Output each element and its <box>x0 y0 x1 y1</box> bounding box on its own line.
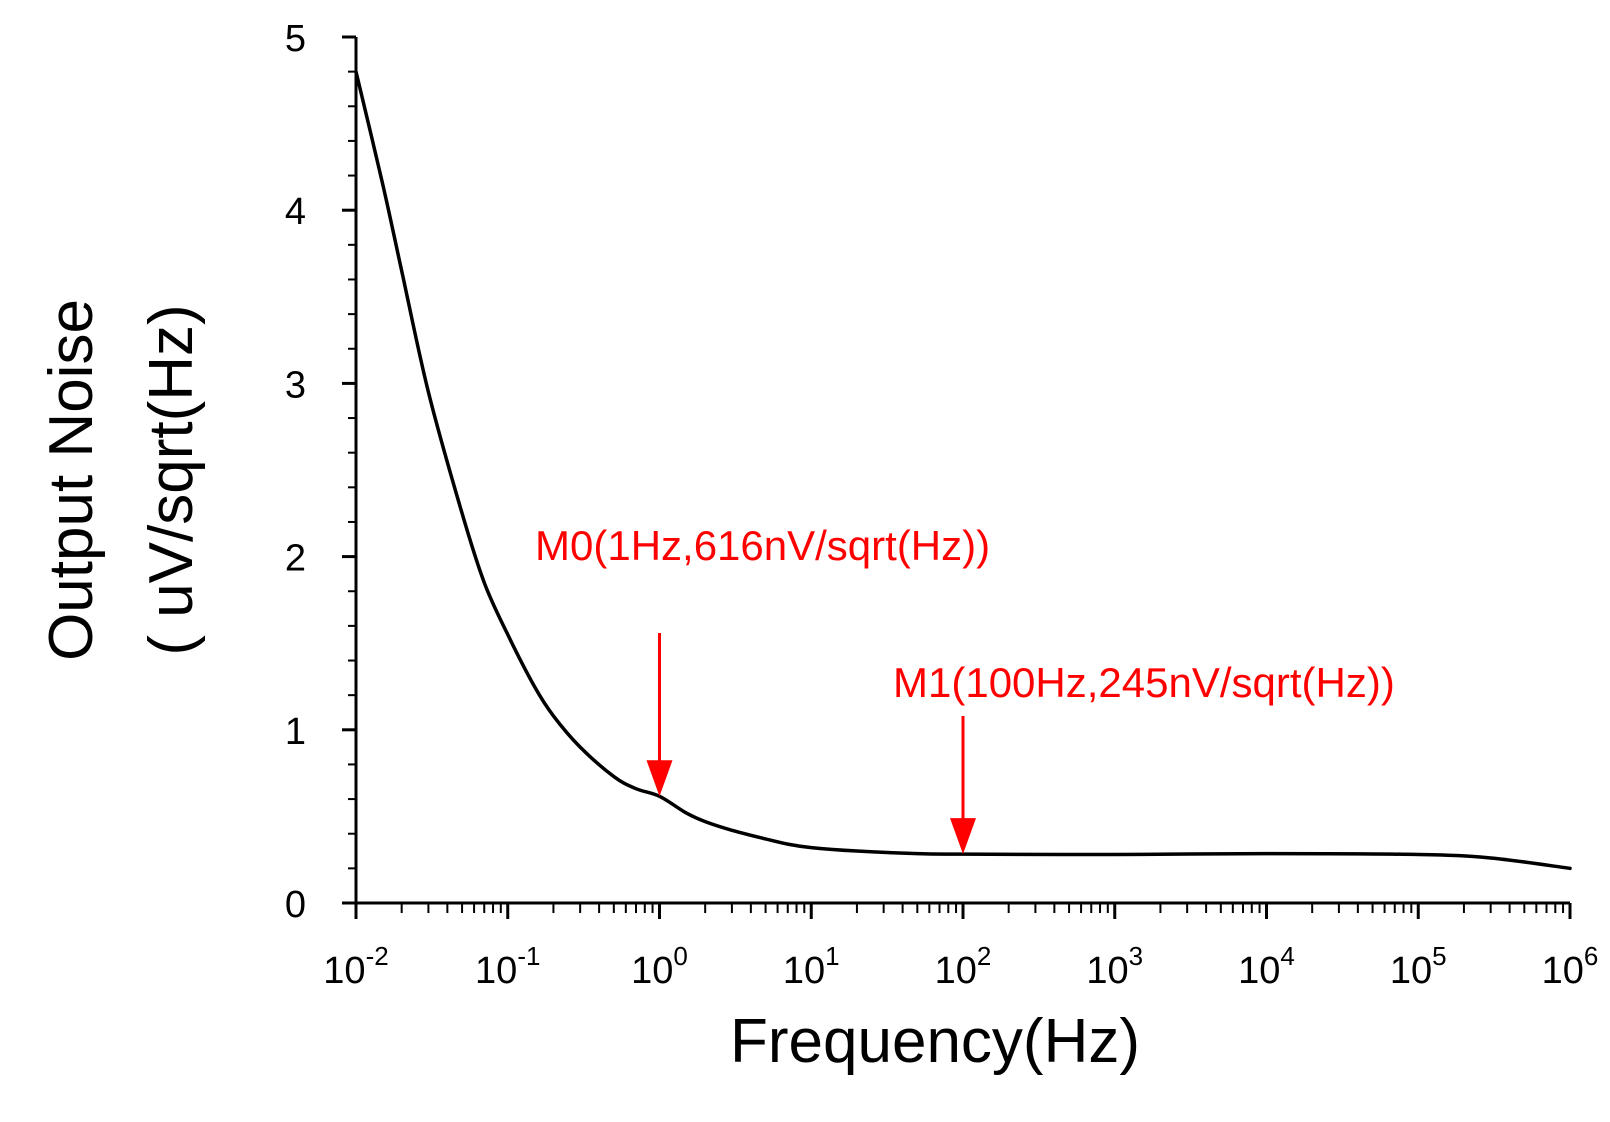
y-tick-label: 1 <box>285 711 306 753</box>
x-tick-label: 104 <box>1238 941 1295 992</box>
y-axis-title-group: Output Noise ( uV/sqrt(Hz) <box>37 299 206 661</box>
x-tick-label: 106 <box>1542 941 1599 992</box>
y-tick-label: 3 <box>285 364 306 406</box>
x-tick-label: 101 <box>783 941 840 992</box>
annotation-arrow-head-0 <box>646 760 673 797</box>
x-tick-label: 10-1 <box>475 941 540 992</box>
x-tick-label: 105 <box>1390 941 1447 992</box>
annotation-label-0: M0(1Hz,616nV/sqrt(Hz)) <box>535 522 990 569</box>
y-tick-label: 4 <box>285 191 306 233</box>
y-tick-label: 0 <box>285 884 306 926</box>
series-line-output-noise <box>354 69 1572 871</box>
y-tick-label: 5 <box>285 18 306 60</box>
y-axis-title-line-1: Output Noise <box>37 299 106 661</box>
x-tick-label: 103 <box>1086 941 1143 992</box>
annotations-layer: M0(1Hz,616nV/sqrt(Hz)) M1(100Hz,245nV/sqr… <box>535 522 1395 855</box>
y-axis-title-line-2: ( uV/sqrt(Hz) <box>137 304 206 655</box>
x-tick-label: 100 <box>631 941 688 992</box>
x-tick-label: 102 <box>935 941 992 992</box>
x-axis-title: Frequency(Hz) <box>730 1007 1140 1076</box>
axis-titles: Frequency(Hz) Output Noise ( uV/sqrt(Hz) <box>37 299 1140 1076</box>
x-tick-label: 10-2 <box>323 941 388 992</box>
annotation-arrow-head-1 <box>950 818 976 855</box>
y-axis-ticks: 0 1 2 3 4 5 <box>285 18 356 926</box>
series-layer <box>354 69 1572 871</box>
annotation-label-1: M1(100Hz,245nV/sqrt(Hz)) <box>893 659 1395 706</box>
y-tick-label: 2 <box>285 538 306 580</box>
x-axis-ticks: 10-2 10-1 100 101 102 103 104 105 106 <box>323 903 1598 992</box>
